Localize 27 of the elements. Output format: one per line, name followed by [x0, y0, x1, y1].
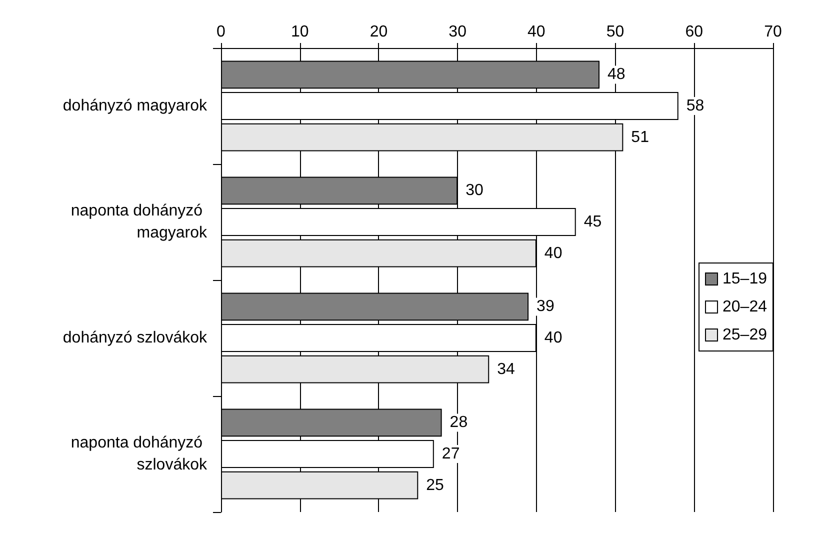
data-label: 58	[686, 98, 704, 114]
y-tick-label: dohányzó magyarok	[62, 98, 208, 114]
data-label: 45	[584, 214, 602, 230]
y-tick-label: naponta dohányzó magyarok	[70, 202, 208, 242]
x-tick-label: 20	[370, 24, 388, 40]
legend-label: 15–19	[722, 270, 768, 288]
x-tick-label: 50	[606, 24, 624, 40]
x-tick-label: 70	[764, 24, 782, 40]
legend-label: 20–24	[722, 298, 768, 316]
x-tick-label: 60	[685, 24, 704, 40]
data-label: 48	[608, 66, 626, 84]
data-label: 40	[544, 330, 562, 346]
data-label: 51	[631, 128, 650, 146]
y-tick-label: dohányzó szlovákok	[62, 330, 208, 346]
x-tick-label: 10	[290, 24, 309, 40]
data-label: 27	[442, 446, 460, 462]
data-label: 39	[536, 298, 554, 316]
data-label: 30	[466, 182, 484, 200]
data-label: 40	[544, 244, 562, 262]
data-label: 34	[497, 360, 516, 378]
x-tick-label: 40	[528, 24, 546, 40]
x-tick-label: 0	[216, 24, 226, 40]
x-tick-label: 30	[448, 24, 467, 40]
y-tick-label: naponta dohányzó szlovákok	[70, 434, 208, 474]
data-label: 28	[450, 414, 468, 432]
data-label: 25	[426, 476, 444, 494]
legend-label: 25–29	[722, 326, 768, 344]
